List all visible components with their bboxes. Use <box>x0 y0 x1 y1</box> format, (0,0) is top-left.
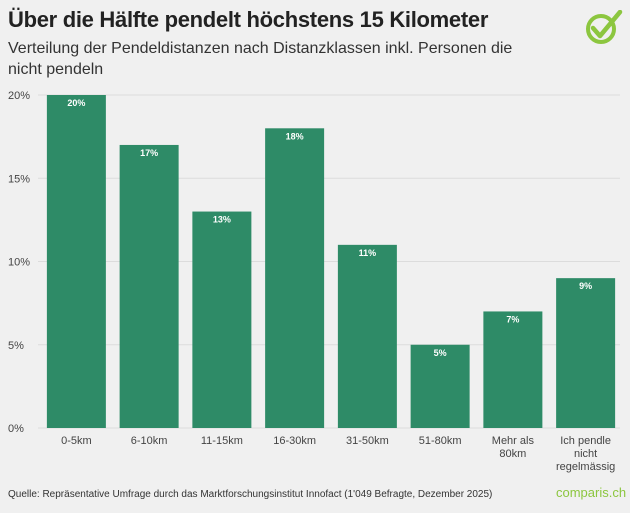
data-label: 20% <box>67 98 85 108</box>
bar <box>119 144 179 428</box>
x-tick-label: 11-15km <box>201 435 243 447</box>
y-tick-label: 10% <box>8 257 30 269</box>
x-tick-label: 0-5km <box>61 435 92 447</box>
y-tick-label: 15% <box>8 173 30 185</box>
x-tick-label: 31-50km <box>346 435 389 447</box>
bar <box>556 278 616 428</box>
x-tick-label-line: 11-15km <box>201 435 243 447</box>
x-tick-label-line: 0-5km <box>61 435 92 447</box>
bar <box>483 311 543 428</box>
data-label: 18% <box>286 131 304 141</box>
x-tick-label-line: 51-80km <box>419 435 462 447</box>
bar <box>46 95 106 428</box>
x-tick-label: 16-30km <box>273 435 316 447</box>
x-tick-label: Mehr als 80km <box>492 435 535 460</box>
chart-subtitle: Verteilung der Pendeldistanzen nach Dist… <box>8 40 513 78</box>
bar <box>265 128 325 429</box>
data-label: 9% <box>579 281 592 291</box>
x-tick-label-line: 31-50km <box>346 435 389 447</box>
data-label: 11% <box>359 248 377 258</box>
x-tick-label-line: 16-30km <box>273 435 316 447</box>
y-tick-label: 0% <box>8 423 24 435</box>
data-label: 17% <box>140 148 158 158</box>
data-label: 13% <box>213 215 231 225</box>
bar <box>337 244 397 428</box>
brand-logo: comparis.ch <box>556 485 627 500</box>
y-tick-label: 5% <box>8 340 24 352</box>
x-tick-label: 51-80km <box>419 435 462 447</box>
x-tick-label-line: 80km <box>499 448 526 460</box>
bar <box>410 344 470 428</box>
x-tick-label-line: regelmässig <box>556 461 615 473</box>
x-tick-label-line: Ich pendle <box>560 435 611 447</box>
data-label: 5% <box>434 348 447 358</box>
checkmark-circle-icon <box>586 10 623 44</box>
x-tick-label: Ich pendle nicht regelmässig <box>556 435 615 473</box>
x-tick-label-line: 6-10km <box>131 435 168 447</box>
x-tick-label-line: Mehr als <box>492 435 535 447</box>
y-tick-label: 20% <box>8 90 30 102</box>
bar <box>192 211 252 428</box>
source-note: Quelle: Repräsentative Umfrage durch das… <box>8 489 493 500</box>
x-tick-label-line: nicht <box>574 448 597 460</box>
data-label: 7% <box>506 314 519 324</box>
chart-title: Über die Hälfte pendelt höchstens 15 Kil… <box>8 7 489 32</box>
x-tick-label: 6-10km <box>131 435 168 447</box>
